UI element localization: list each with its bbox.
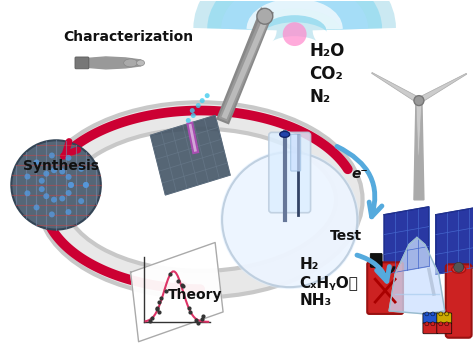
Point [186, 309, 194, 315]
Circle shape [59, 196, 65, 201]
FancyBboxPatch shape [423, 323, 438, 334]
Text: CO₂: CO₂ [310, 65, 343, 83]
Circle shape [190, 108, 195, 113]
Point [154, 305, 161, 311]
FancyBboxPatch shape [370, 253, 382, 267]
Text: N₂: N₂ [310, 88, 331, 105]
FancyBboxPatch shape [437, 323, 452, 334]
Point [179, 282, 186, 288]
Circle shape [191, 113, 196, 118]
FancyBboxPatch shape [269, 132, 310, 213]
Point [157, 295, 164, 301]
Ellipse shape [124, 59, 137, 67]
Circle shape [283, 22, 307, 46]
Point [200, 313, 207, 319]
FancyBboxPatch shape [437, 313, 452, 324]
Circle shape [25, 174, 30, 180]
Text: H₂O: H₂O [310, 42, 345, 60]
Ellipse shape [452, 265, 465, 273]
Circle shape [78, 198, 84, 204]
Point [192, 317, 200, 323]
Polygon shape [151, 115, 230, 195]
Circle shape [196, 103, 201, 108]
Text: Characterization: Characterization [64, 30, 194, 44]
FancyBboxPatch shape [367, 262, 403, 314]
Point [155, 309, 163, 315]
Polygon shape [389, 237, 445, 314]
Circle shape [43, 193, 49, 199]
Circle shape [25, 190, 30, 196]
Circle shape [59, 168, 65, 174]
Circle shape [34, 204, 39, 211]
Circle shape [68, 182, 74, 188]
Circle shape [51, 167, 57, 173]
Circle shape [425, 322, 429, 326]
FancyBboxPatch shape [291, 134, 301, 171]
Point [166, 272, 173, 277]
Point [155, 299, 163, 305]
Circle shape [65, 174, 72, 180]
Point [174, 278, 182, 284]
Polygon shape [372, 72, 420, 103]
FancyBboxPatch shape [423, 313, 438, 324]
Text: NH₃: NH₃ [300, 293, 332, 308]
Circle shape [425, 312, 429, 316]
Text: CₓHᵧOᶓ: CₓHᵧOᶓ [300, 275, 358, 290]
Circle shape [51, 197, 57, 203]
Circle shape [65, 155, 72, 161]
Circle shape [257, 8, 273, 24]
Point [194, 321, 201, 326]
Point [185, 305, 192, 311]
Circle shape [186, 118, 191, 123]
Circle shape [431, 312, 435, 316]
Text: H₂: H₂ [300, 257, 319, 272]
Circle shape [445, 312, 449, 316]
Polygon shape [416, 100, 422, 155]
Circle shape [68, 182, 74, 188]
Circle shape [200, 98, 205, 103]
Circle shape [65, 209, 72, 215]
Polygon shape [384, 207, 429, 274]
Text: Theory: Theory [168, 288, 222, 302]
Circle shape [445, 322, 449, 326]
Circle shape [222, 152, 357, 287]
Polygon shape [414, 100, 424, 200]
Point [162, 289, 170, 294]
Circle shape [454, 262, 464, 272]
Circle shape [49, 212, 55, 217]
Text: Synthesis: Synthesis [23, 159, 99, 173]
Circle shape [439, 312, 443, 316]
Circle shape [39, 186, 45, 192]
Circle shape [83, 182, 89, 188]
Circle shape [78, 166, 84, 172]
Circle shape [43, 171, 49, 177]
FancyBboxPatch shape [446, 264, 472, 338]
Ellipse shape [280, 131, 290, 137]
Point [148, 315, 155, 321]
Circle shape [220, 150, 359, 289]
Circle shape [414, 95, 424, 105]
FancyBboxPatch shape [75, 57, 89, 69]
Polygon shape [418, 73, 467, 103]
Circle shape [83, 182, 89, 188]
Circle shape [431, 322, 435, 326]
Polygon shape [81, 57, 141, 69]
Text: e⁻: e⁻ [351, 167, 368, 181]
Polygon shape [436, 207, 474, 274]
Point [154, 306, 161, 311]
Circle shape [439, 322, 443, 326]
Ellipse shape [137, 60, 145, 66]
Text: Test: Test [329, 229, 362, 242]
Circle shape [11, 140, 101, 230]
Point [179, 284, 186, 289]
Polygon shape [131, 242, 223, 342]
Circle shape [49, 153, 55, 158]
Circle shape [65, 190, 72, 196]
Circle shape [205, 93, 210, 98]
Point [146, 318, 154, 324]
Circle shape [34, 159, 39, 165]
Circle shape [39, 178, 45, 184]
Point [199, 316, 206, 322]
